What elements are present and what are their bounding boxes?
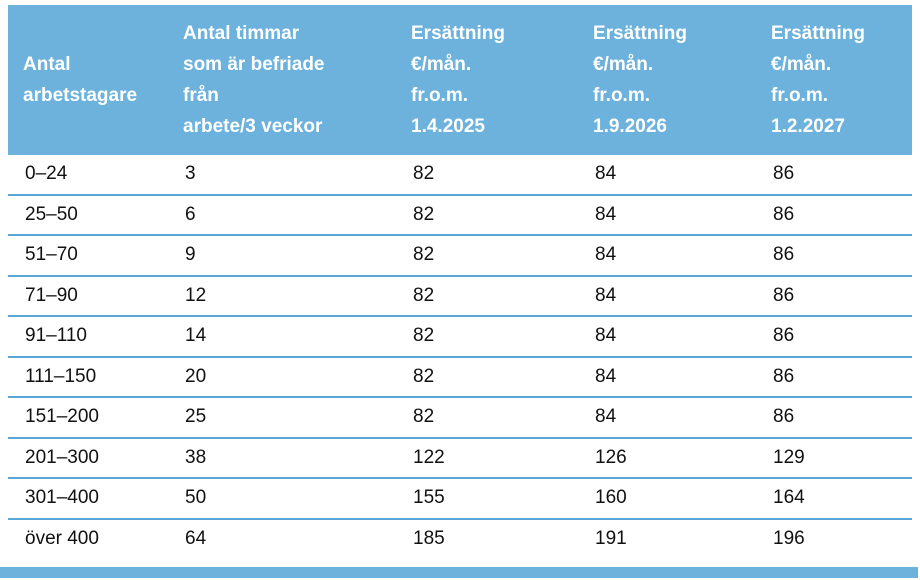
- table-cell: 82: [413, 244, 435, 266]
- table-cell: 38: [185, 446, 207, 468]
- table-cell: 64: [185, 527, 207, 549]
- column-header-ersattning-2025: Ersättning €/mån. fr.o.m. 1.4.2025: [411, 23, 505, 137]
- table-cell: 86: [773, 325, 795, 347]
- table-row: 0–24 3 82 84 86: [8, 155, 912, 196]
- column-header-antal-arbetstagare: Antal arbetstagare: [23, 54, 138, 106]
- table-cell: 84: [595, 365, 617, 387]
- table-cell: 191: [595, 527, 627, 549]
- table-cell: 126: [595, 446, 627, 468]
- table-cell: 84: [595, 244, 617, 266]
- table-row: 201–300 38 122 126 129: [8, 439, 912, 479]
- table-cell: 25–50: [25, 203, 78, 225]
- table-cell: 6: [185, 203, 196, 225]
- column-header-ersattning-2026: Ersättning €/mån. fr.o.m. 1.9.2026: [593, 23, 687, 137]
- table-cell: 301–400: [25, 487, 99, 509]
- table-cell: 51–70: [25, 244, 78, 266]
- table-cell: 82: [413, 325, 435, 347]
- table-cell: 0–24: [25, 163, 68, 185]
- table-cell: 86: [773, 163, 795, 185]
- table-cell: 160: [595, 487, 627, 509]
- table-cell: 86: [773, 203, 795, 225]
- table-cell: 84: [595, 203, 617, 225]
- table-row: 151–200 25 82 84 86: [8, 398, 912, 439]
- table-cell: 164: [773, 487, 805, 509]
- compensation-table: Antal arbetstagare Antal timmar som är b…: [8, 5, 912, 558]
- table-row: 71–90 12 82 84 86: [8, 277, 912, 317]
- table-cell: 82: [413, 284, 435, 306]
- table-cell: 196: [773, 527, 805, 549]
- footer-accent-bar: [0, 567, 918, 578]
- table-cell: 129: [773, 446, 805, 468]
- table-cell: 84: [595, 406, 617, 428]
- table-cell: 82: [413, 406, 435, 428]
- table-cell: 12: [185, 284, 207, 306]
- table-cell: 111–150: [25, 365, 97, 387]
- table-cell: 82: [413, 365, 435, 387]
- table-cell: 84: [595, 325, 617, 347]
- table-header-row: Antal arbetstagare Antal timmar som är b…: [8, 5, 912, 155]
- table-cell: över 400: [25, 527, 99, 549]
- table-cell: 86: [773, 406, 795, 428]
- table-cell: 185: [413, 527, 445, 549]
- table-cell: 91–110: [25, 325, 87, 347]
- table-row: över 400 64 185 191 196: [8, 520, 912, 559]
- table-cell: 71–90: [25, 284, 78, 306]
- table-row: 91–110 14 82 84 86: [8, 317, 912, 358]
- column-header-antal-timmar: Antal timmar som är befriade från arbete…: [183, 23, 325, 137]
- table-cell: 84: [595, 163, 617, 185]
- table-cell: 201–300: [25, 446, 99, 468]
- table-cell: 86: [773, 284, 795, 306]
- table-cell: 25: [185, 406, 207, 428]
- table-cell: 14: [185, 325, 207, 347]
- column-header-ersattning-2027: Ersättning €/mån. fr.o.m. 1.2.2027: [771, 23, 865, 137]
- table-cell: 20: [185, 365, 207, 387]
- table-cell: 9: [185, 244, 196, 266]
- table-row: 301–400 50 155 160 164: [8, 479, 912, 520]
- table-row: 51–70 9 82 84 86: [8, 236, 912, 277]
- table-body: 0–24 3 82 84 86 25–50 6 82 84 86 51–70 9 82 84 86 71–90…: [8, 155, 912, 558]
- table-cell: 155: [413, 487, 445, 509]
- table-row: 111–150 20 82 84 86: [8, 358, 912, 398]
- table-cell: 86: [773, 244, 795, 266]
- table-cell: 151–200: [25, 406, 99, 428]
- table-cell: 50: [185, 487, 207, 509]
- table-cell: 82: [413, 203, 435, 225]
- table-cell: 86: [773, 365, 795, 387]
- table-cell: 82: [413, 163, 435, 185]
- table-cell: 3: [185, 163, 196, 185]
- table-row: 25–50 6 82 84 86: [8, 196, 912, 236]
- table-cell: 84: [595, 284, 617, 306]
- table-cell: 122: [413, 446, 445, 468]
